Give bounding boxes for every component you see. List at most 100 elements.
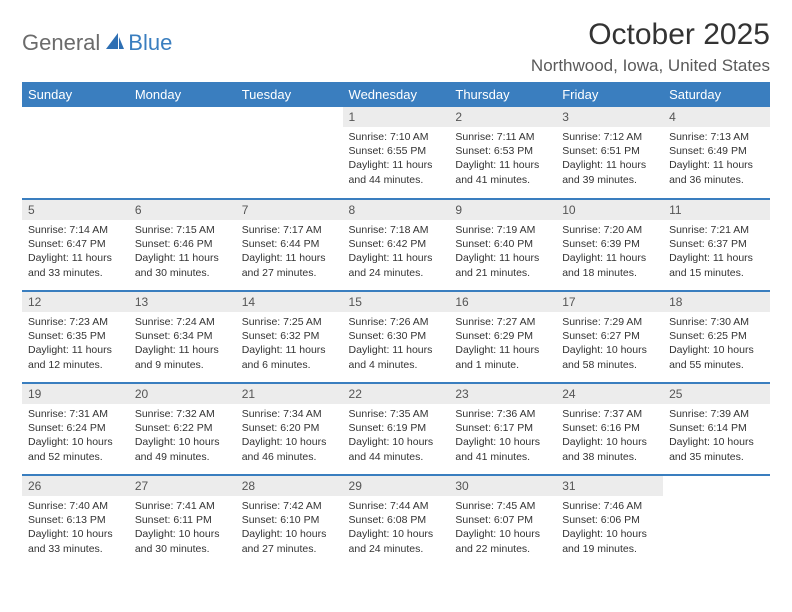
logo-sail-icon <box>104 31 126 56</box>
day-detail-line: and 41 minutes. <box>455 450 550 464</box>
day-detail-line: and 44 minutes. <box>349 173 444 187</box>
day-details: Sunrise: 7:41 AMSunset: 6:11 PMDaylight:… <box>129 496 236 562</box>
day-details: Sunrise: 7:19 AMSunset: 6:40 PMDaylight:… <box>449 220 556 286</box>
calendar-day-cell: 25Sunrise: 7:39 AMSunset: 6:14 PMDayligh… <box>663 383 770 475</box>
calendar-day-cell: 29Sunrise: 7:44 AMSunset: 6:08 PMDayligh… <box>343 475 450 567</box>
day-detail-line: Daylight: 11 hours <box>349 343 444 357</box>
calendar-day-cell: 21Sunrise: 7:34 AMSunset: 6:20 PMDayligh… <box>236 383 343 475</box>
day-number: 28 <box>236 476 343 496</box>
day-details: Sunrise: 7:44 AMSunset: 6:08 PMDaylight:… <box>343 496 450 562</box>
logo-text-general: General <box>22 30 100 56</box>
day-details: Sunrise: 7:29 AMSunset: 6:27 PMDaylight:… <box>556 312 663 378</box>
day-details: Sunrise: 7:25 AMSunset: 6:32 PMDaylight:… <box>236 312 343 378</box>
day-detail-line: Sunrise: 7:23 AM <box>28 315 123 329</box>
day-detail-line: Daylight: 10 hours <box>28 435 123 449</box>
day-detail-line: Sunset: 6:25 PM <box>669 329 764 343</box>
day-detail-line: Sunset: 6:14 PM <box>669 421 764 435</box>
day-detail-line: Sunset: 6:08 PM <box>349 513 444 527</box>
day-detail-line: Sunset: 6:40 PM <box>455 237 550 251</box>
day-number: 24 <box>556 384 663 404</box>
calendar-day-cell: 15Sunrise: 7:26 AMSunset: 6:30 PMDayligh… <box>343 291 450 383</box>
day-number: 2 <box>449 107 556 127</box>
day-details: Sunrise: 7:21 AMSunset: 6:37 PMDaylight:… <box>663 220 770 286</box>
calendar-day-cell: 13Sunrise: 7:24 AMSunset: 6:34 PMDayligh… <box>129 291 236 383</box>
day-detail-line: Sunrise: 7:27 AM <box>455 315 550 329</box>
day-detail-line: and 18 minutes. <box>562 266 657 280</box>
calendar-week-row: 5Sunrise: 7:14 AMSunset: 6:47 PMDaylight… <box>22 199 770 291</box>
day-number: 23 <box>449 384 556 404</box>
calendar-day-cell: 7Sunrise: 7:17 AMSunset: 6:44 PMDaylight… <box>236 199 343 291</box>
day-detail-line: Sunrise: 7:31 AM <box>28 407 123 421</box>
day-detail-line: Sunset: 6:55 PM <box>349 144 444 158</box>
weekday-header: Wednesday <box>343 82 450 107</box>
day-details: Sunrise: 7:23 AMSunset: 6:35 PMDaylight:… <box>22 312 129 378</box>
day-detail-line: Daylight: 11 hours <box>242 343 337 357</box>
day-detail-line: Sunset: 6:34 PM <box>135 329 230 343</box>
day-details: Sunrise: 7:18 AMSunset: 6:42 PMDaylight:… <box>343 220 450 286</box>
day-detail-line: Sunset: 6:30 PM <box>349 329 444 343</box>
weekday-header: Monday <box>129 82 236 107</box>
day-detail-line: and 21 minutes. <box>455 266 550 280</box>
day-detail-line: Daylight: 10 hours <box>669 343 764 357</box>
calendar-day-cell: 4Sunrise: 7:13 AMSunset: 6:49 PMDaylight… <box>663 107 770 199</box>
day-detail-line: Sunset: 6:17 PM <box>455 421 550 435</box>
day-detail-line: Sunset: 6:19 PM <box>349 421 444 435</box>
day-detail-line: Sunset: 6:29 PM <box>455 329 550 343</box>
day-detail-line: Sunrise: 7:10 AM <box>349 130 444 144</box>
day-detail-line: Daylight: 10 hours <box>135 435 230 449</box>
day-detail-line: Daylight: 11 hours <box>28 343 123 357</box>
day-detail-line: Sunset: 6:11 PM <box>135 513 230 527</box>
day-number: 31 <box>556 476 663 496</box>
day-detail-line: Sunrise: 7:17 AM <box>242 223 337 237</box>
day-details: Sunrise: 7:32 AMSunset: 6:22 PMDaylight:… <box>129 404 236 470</box>
day-details: Sunrise: 7:31 AMSunset: 6:24 PMDaylight:… <box>22 404 129 470</box>
day-detail-line: and 33 minutes. <box>28 542 123 556</box>
calendar-day-cell: 1Sunrise: 7:10 AMSunset: 6:55 PMDaylight… <box>343 107 450 199</box>
calendar-day-cell: 8Sunrise: 7:18 AMSunset: 6:42 PMDaylight… <box>343 199 450 291</box>
day-number: 7 <box>236 200 343 220</box>
day-detail-line: Sunrise: 7:11 AM <box>455 130 550 144</box>
calendar-day-cell: 23Sunrise: 7:36 AMSunset: 6:17 PMDayligh… <box>449 383 556 475</box>
weekday-header: Friday <box>556 82 663 107</box>
calendar-day-cell: 19Sunrise: 7:31 AMSunset: 6:24 PMDayligh… <box>22 383 129 475</box>
day-detail-line: Sunset: 6:27 PM <box>562 329 657 343</box>
page-header: General Blue October 2025 Northwood, Iow… <box>22 18 770 76</box>
day-detail-line: and 27 minutes. <box>242 266 337 280</box>
day-detail-line: Daylight: 10 hours <box>455 435 550 449</box>
calendar-day-cell: 6Sunrise: 7:15 AMSunset: 6:46 PMDaylight… <box>129 199 236 291</box>
weekday-header: Thursday <box>449 82 556 107</box>
calendar-day-cell: 10Sunrise: 7:20 AMSunset: 6:39 PMDayligh… <box>556 199 663 291</box>
day-details: Sunrise: 7:46 AMSunset: 6:06 PMDaylight:… <box>556 496 663 562</box>
day-detail-line: and 38 minutes. <box>562 450 657 464</box>
day-detail-line: Sunrise: 7:42 AM <box>242 499 337 513</box>
day-detail-line: and 36 minutes. <box>669 173 764 187</box>
day-detail-line: Sunset: 6:13 PM <box>28 513 123 527</box>
day-detail-line: Sunset: 6:42 PM <box>349 237 444 251</box>
calendar-week-row: 1Sunrise: 7:10 AMSunset: 6:55 PMDaylight… <box>22 107 770 199</box>
calendar-day-cell: 28Sunrise: 7:42 AMSunset: 6:10 PMDayligh… <box>236 475 343 567</box>
day-detail-line: Daylight: 11 hours <box>455 158 550 172</box>
day-number: 18 <box>663 292 770 312</box>
calendar-day-cell: 14Sunrise: 7:25 AMSunset: 6:32 PMDayligh… <box>236 291 343 383</box>
day-detail-line: Sunrise: 7:44 AM <box>349 499 444 513</box>
calendar-week-row: 26Sunrise: 7:40 AMSunset: 6:13 PMDayligh… <box>22 475 770 567</box>
day-number: 14 <box>236 292 343 312</box>
day-detail-line: Daylight: 11 hours <box>455 343 550 357</box>
day-detail-line: Sunrise: 7:40 AM <box>28 499 123 513</box>
day-detail-line: Sunset: 6:44 PM <box>242 237 337 251</box>
day-detail-line: Sunrise: 7:32 AM <box>135 407 230 421</box>
day-number: 9 <box>449 200 556 220</box>
day-detail-line: and 30 minutes. <box>135 542 230 556</box>
day-detail-line: Sunrise: 7:26 AM <box>349 315 444 329</box>
calendar-day-cell <box>236 107 343 199</box>
day-detail-line: Daylight: 10 hours <box>349 435 444 449</box>
day-detail-line: Sunrise: 7:35 AM <box>349 407 444 421</box>
day-number: 29 <box>343 476 450 496</box>
day-details: Sunrise: 7:36 AMSunset: 6:17 PMDaylight:… <box>449 404 556 470</box>
day-details: Sunrise: 7:42 AMSunset: 6:10 PMDaylight:… <box>236 496 343 562</box>
day-detail-line: Sunset: 6:32 PM <box>242 329 337 343</box>
day-number: 27 <box>129 476 236 496</box>
day-number: 19 <box>22 384 129 404</box>
day-detail-line: Sunrise: 7:13 AM <box>669 130 764 144</box>
day-details: Sunrise: 7:39 AMSunset: 6:14 PMDaylight:… <box>663 404 770 470</box>
